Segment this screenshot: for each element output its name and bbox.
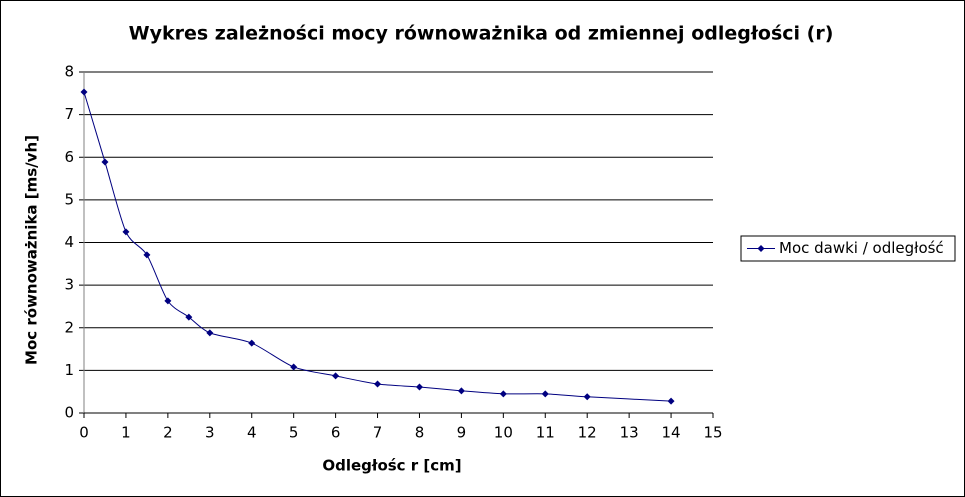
x-tick-label: 6 [331,424,341,442]
x-tick-label: 11 [536,424,555,442]
data-point [667,397,675,405]
x-tick-label: 10 [494,424,513,442]
data-point [457,387,465,395]
x-tick-label: 4 [247,424,257,442]
data-point [164,297,172,305]
x-tick-label: 13 [620,424,639,442]
data-point [185,313,193,321]
y-tick-label: 8 [64,63,74,81]
x-tick-label: 0 [79,424,89,442]
data-point [206,329,214,337]
data-point [332,372,340,380]
data-point [415,383,423,391]
chart-title: Wykres zależności mocy równoważnika od z… [129,23,834,45]
x-tick-label: 8 [415,424,425,442]
data-point [80,88,88,96]
y-tick-label: 5 [64,190,74,208]
data-point [122,228,130,236]
legend-marker [757,245,765,252]
data-point [374,380,382,388]
x-tick-label: 9 [457,424,467,442]
y-tick-label: 7 [64,105,74,123]
data-point [248,339,256,347]
y-axis-title: Moc równoważnika [ms/vh] [23,135,41,365]
y-tick-label: 1 [64,361,74,379]
data-point [499,390,507,398]
x-tick-label: 2 [163,424,173,442]
x-tick-label: 1 [121,424,131,442]
x-tick-label: 12 [578,424,597,442]
x-tick-label: 5 [289,424,299,442]
data-point [101,158,109,166]
x-tick-label: 3 [205,424,215,442]
x-tick-label: 15 [703,424,722,442]
legend-label: Moc dawki / odległość [779,239,944,257]
y-tick-label: 3 [64,276,74,294]
legend-box [740,235,956,262]
y-tick-label: 0 [64,404,74,422]
data-point [143,251,151,259]
data-point [583,393,591,401]
x-tick-label: 7 [373,424,383,442]
y-tick-label: 6 [64,148,74,166]
x-tick-label: 14 [662,424,681,442]
y-tick-label: 2 [64,318,74,336]
y-tick-label: 4 [64,233,74,251]
data-point [290,363,298,371]
data-point [541,390,549,398]
x-axis-title: Odległośc r [cm] [322,457,461,475]
